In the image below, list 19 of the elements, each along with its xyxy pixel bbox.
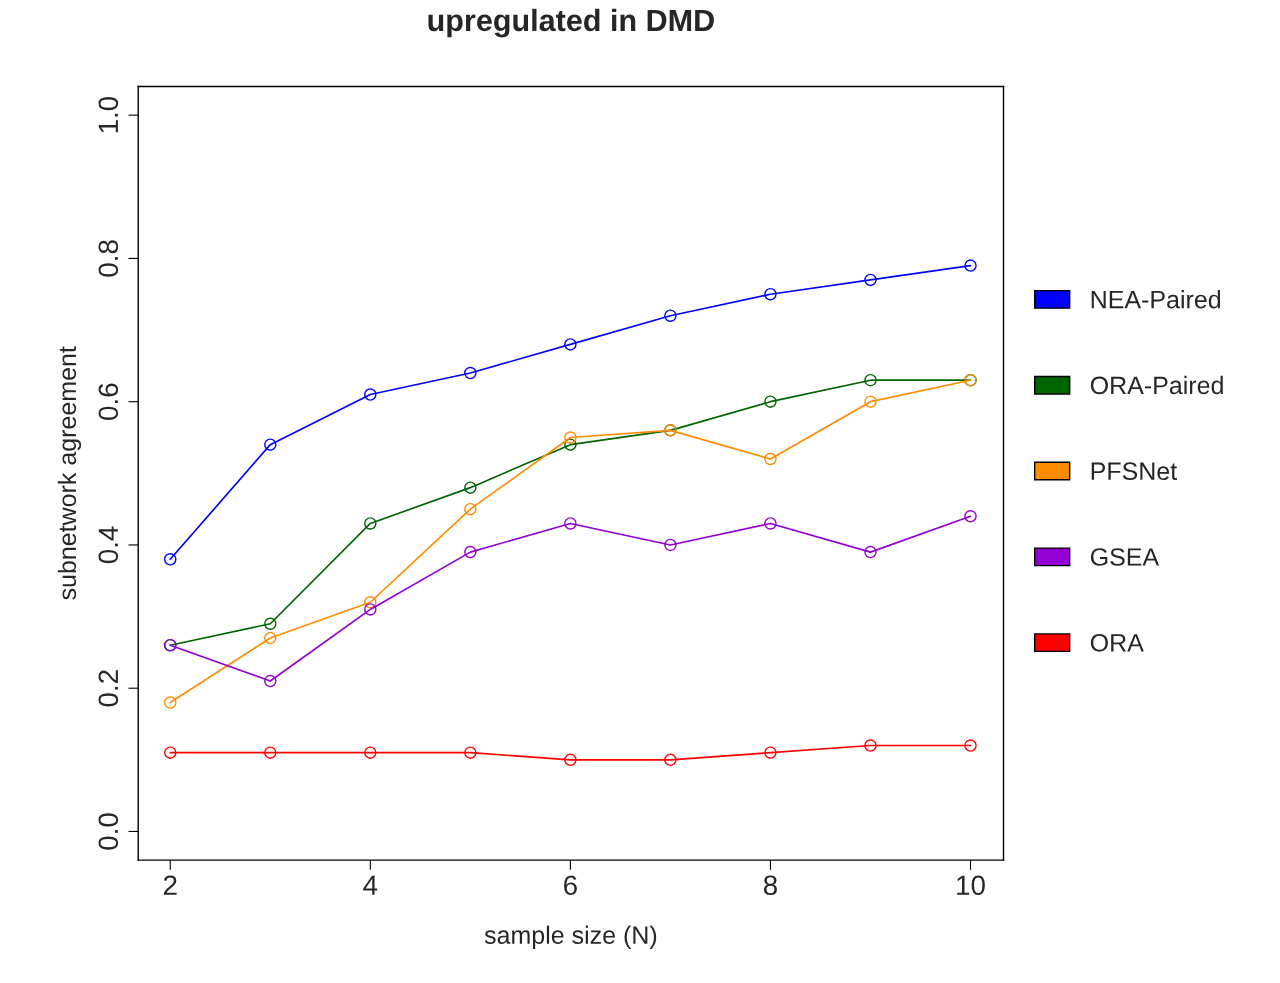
chart-title: upregulated in DMD: [428, 8, 714, 38]
x-tick-label: 10: [957, 875, 985, 896]
x-tick-label: 4: [363, 875, 378, 895]
x-tick-label: 6: [564, 875, 577, 896]
x-tick-label: 2: [163, 875, 177, 895]
y-axis-title: subnetwork agreement: [57, 346, 82, 600]
y-tick-label: 0.8: [98, 240, 119, 277]
y-tick-label: 1.0: [98, 96, 119, 133]
x-axis-title: sample size (N): [484, 925, 657, 949]
x-tick-label: 8: [763, 875, 777, 896]
legend-label: NEA-Paired: [1091, 290, 1221, 309]
legend-label: ORA: [1090, 633, 1144, 652]
y-tick-label: 0.2: [98, 670, 119, 707]
legend-label: PFSNet: [1091, 462, 1178, 481]
y-tick-label: 0.4: [98, 526, 119, 564]
y-tick-label: 0.0: [98, 813, 119, 850]
y-tick-label: 0.6: [98, 383, 119, 420]
legend-label: ORA-Paired: [1090, 375, 1223, 395]
legend-label: GSEA: [1090, 548, 1160, 566]
